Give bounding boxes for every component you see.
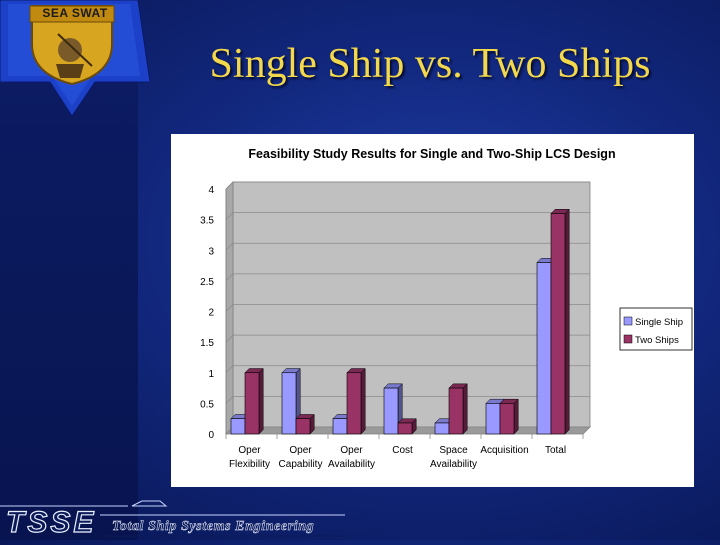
- bar: [332, 418, 348, 435]
- bar: [346, 372, 362, 435]
- x-tick-label: Flexibility: [229, 459, 270, 470]
- feasibility-chart: Feasibility Study Results for Single and…: [200, 147, 693, 470]
- gridline: [225, 334, 590, 343]
- y-tick-label: 3: [208, 246, 214, 257]
- x-tick-label: Capability: [279, 459, 323, 470]
- slide-title: Single Ship vs. Two Ships: [209, 41, 651, 87]
- gridline: [225, 273, 590, 282]
- x-tick-label: Oper: [238, 445, 261, 456]
- bar: [281, 372, 297, 435]
- y-tick-label: 1: [208, 369, 214, 380]
- bar: [485, 403, 501, 435]
- chart-title: Feasibility Study Results for Single and…: [248, 147, 615, 161]
- chart-panel: Feasibility Study Results for Single and…: [171, 134, 694, 487]
- bar: [244, 372, 260, 435]
- y-tick-label: 0: [208, 430, 214, 441]
- legend-label: Single Ship: [635, 317, 683, 328]
- gridline: [225, 212, 590, 220]
- y-tick-label: 1.5: [200, 338, 214, 349]
- bar-side: [513, 398, 519, 435]
- x-tick-label: Availability: [328, 459, 375, 470]
- x-tick-label: Oper: [289, 445, 312, 456]
- legend-swatch: [623, 316, 633, 326]
- bar-side: [360, 367, 366, 435]
- bar-side: [258, 367, 264, 435]
- gridline: [225, 304, 590, 312]
- x-tick-label: Total: [545, 445, 566, 456]
- gridline: [225, 396, 590, 404]
- footer-band: [0, 498, 720, 540]
- bar-side: [462, 383, 468, 435]
- x-tick-label: Space: [439, 445, 468, 456]
- x-tick-label: Oper: [340, 445, 363, 456]
- bar: [383, 387, 399, 435]
- bar: [434, 422, 450, 435]
- x-tick-label: Acquisition: [480, 445, 528, 456]
- bar: [448, 387, 464, 435]
- x-tick-label: Availability: [430, 459, 477, 470]
- bar: [550, 213, 566, 435]
- gridline: [225, 242, 590, 251]
- bar: [230, 418, 246, 435]
- bar: [295, 418, 311, 435]
- logo-text: SEA SWAT: [42, 6, 108, 20]
- bar-side: [564, 208, 570, 435]
- bar: [536, 262, 552, 435]
- tsse-logo-text: TSSE: [5, 505, 97, 539]
- y-tick-label: 0.5: [200, 399, 214, 410]
- gridline: [225, 181, 590, 190]
- bar: [397, 422, 413, 435]
- gridline: [225, 365, 590, 373]
- legend-label: Two Ships: [635, 335, 679, 346]
- y-tick-label: 2.5: [200, 277, 214, 288]
- legend-swatch: [623, 334, 633, 344]
- footer-tagline: Total Ship Systems Engineering: [112, 519, 315, 535]
- bar: [499, 403, 515, 435]
- y-tick-label: 2: [208, 308, 214, 319]
- y-tick-label: 4: [208, 185, 214, 196]
- x-tick-label: Cost: [392, 445, 413, 456]
- sea-swat-logo: SEA SWAT: [0, 0, 151, 118]
- y-tick-label: 3.5: [200, 216, 214, 227]
